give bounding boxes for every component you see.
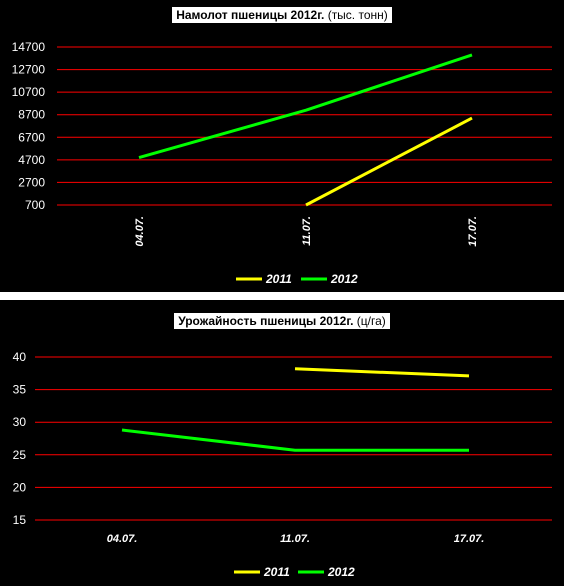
legend-label: 2012: [327, 565, 355, 579]
y-tick-label: 4700: [18, 153, 45, 167]
chart-title: Намолот пшеницы 2012г. (тыс. тонн): [0, 6, 564, 24]
x-tick-label: 11.07.: [280, 533, 310, 545]
y-tick-label: 30: [13, 415, 27, 429]
x-tick-label: 11.07.: [301, 216, 313, 246]
chart-title-unit: (тыс. тонн): [324, 8, 388, 22]
y-tick-label: 25: [13, 448, 27, 462]
chart-plot: 40 35 30 25 20 15 04.07. 11.07. 17.07. 2011 2012: [13, 350, 552, 579]
chart-title-main: Урожайность пшеницы 2012г.: [178, 314, 354, 328]
series-line-2012: [138, 53, 473, 160]
y-tick-label: 20: [13, 480, 27, 494]
y-tick-label: 2700: [18, 175, 45, 189]
legend-label: 2012: [330, 272, 358, 286]
y-tick-label: 40: [13, 350, 27, 364]
chart-title-main: Намолот пшеницы 2012г.: [176, 8, 325, 22]
series-line-2011: [305, 116, 473, 207]
legend-label: 2011: [265, 272, 292, 286]
y-tick-label: 10700: [12, 85, 46, 99]
x-tick-label: 04.07.: [107, 533, 138, 545]
y-tick-label: 12700: [12, 63, 46, 77]
series-line-2012: [121, 428, 469, 452]
x-tick-label: 17.07.: [454, 533, 485, 545]
series-line-2011: [294, 367, 470, 378]
chart-panel-yield: Урожайность пшеницы 2012г. (ц/га) 40 35 30…: [0, 300, 564, 586]
x-tick-label: 04.07.: [134, 216, 146, 247]
y-tick-label: 8700: [18, 108, 45, 122]
chart-title-unit: (ц/га): [353, 314, 386, 328]
chart-panel-harvest: Намолот пшеницы 2012г. (тыс. тонн) 14700…: [0, 0, 564, 292]
y-tick-label: 14700: [12, 40, 46, 54]
y-tick-label: 6700: [18, 130, 45, 144]
chart-title: Урожайность пшеницы 2012г. (ц/га): [0, 312, 564, 330]
y-tick-label: 35: [13, 383, 27, 397]
y-tick-label: 15: [13, 513, 27, 527]
legend-label: 2011: [263, 565, 290, 579]
chart-plot: 14700 12700 10700 8700 6700 4700 2700 700 04.07.…: [12, 40, 552, 286]
x-tick-label: 17.07.: [467, 216, 479, 247]
y-tick-label: 700: [25, 198, 45, 212]
